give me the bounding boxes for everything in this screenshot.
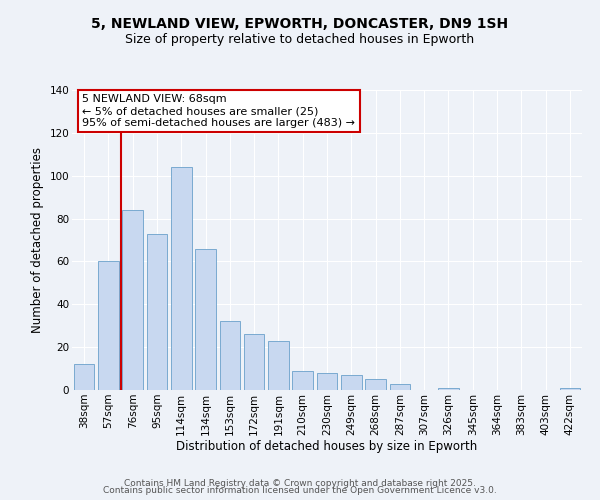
Text: Contains public sector information licensed under the Open Government Licence v3: Contains public sector information licen…	[103, 486, 497, 495]
Bar	[244, 334, 265, 390]
Bar	[365, 380, 386, 390]
Bar	[122, 210, 143, 390]
Bar	[317, 373, 337, 390]
Bar	[341, 375, 362, 390]
Bar	[74, 364, 94, 390]
Bar	[146, 234, 167, 390]
Text: Contains HM Land Registry data © Crown copyright and database right 2025.: Contains HM Land Registry data © Crown c…	[124, 478, 476, 488]
Bar	[98, 262, 119, 390]
Bar	[389, 384, 410, 390]
Text: Size of property relative to detached houses in Epworth: Size of property relative to detached ho…	[125, 32, 475, 46]
Bar	[438, 388, 459, 390]
Bar	[560, 388, 580, 390]
Text: 5 NEWLAND VIEW: 68sqm
← 5% of detached houses are smaller (25)
95% of semi-detac: 5 NEWLAND VIEW: 68sqm ← 5% of detached h…	[82, 94, 355, 128]
Bar	[292, 370, 313, 390]
Bar	[268, 340, 289, 390]
Bar	[195, 248, 216, 390]
X-axis label: Distribution of detached houses by size in Epworth: Distribution of detached houses by size …	[176, 440, 478, 454]
Y-axis label: Number of detached properties: Number of detached properties	[31, 147, 44, 333]
Bar	[220, 322, 240, 390]
Text: 5, NEWLAND VIEW, EPWORTH, DONCASTER, DN9 1SH: 5, NEWLAND VIEW, EPWORTH, DONCASTER, DN9…	[91, 18, 509, 32]
Bar	[171, 167, 191, 390]
